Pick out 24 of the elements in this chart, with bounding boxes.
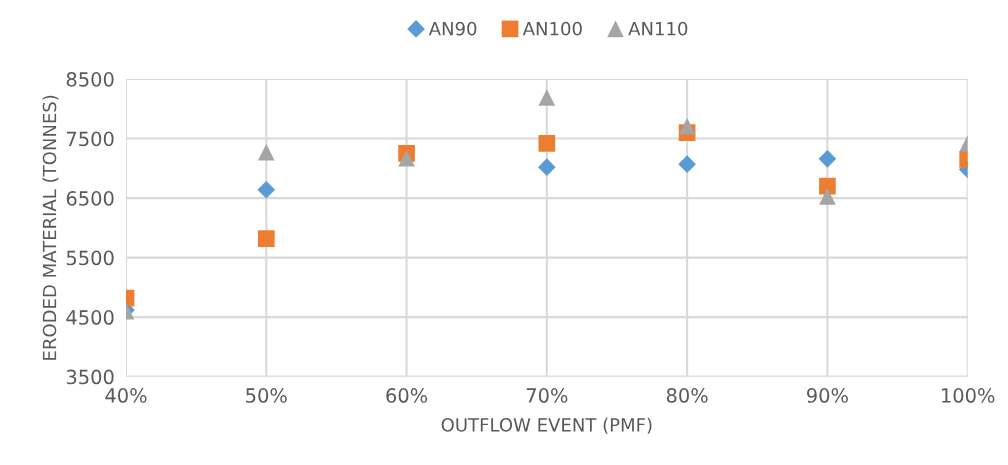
- y-axis-title: ERODED MATERIAL (TONNES): [42, 95, 59, 360]
- x-axis-title: OUTFLOW EVENT (PMF): [441, 417, 652, 434]
- legend-label: AN100: [522, 21, 582, 36]
- x-tick-label: 70%: [526, 388, 568, 403]
- point: [538, 158, 556, 176]
- y-tick-label: 5500: [66, 250, 114, 266]
- x-tick-label: 40%: [105, 388, 147, 403]
- x-tick-label: 100%: [942, 388, 995, 403]
- point: [538, 135, 556, 152]
- point: [398, 149, 415, 167]
- point: [678, 117, 696, 135]
- y-tick-label: 8500: [66, 72, 114, 87]
- y-tick-label: 3500: [66, 369, 114, 385]
- point: [678, 155, 696, 173]
- legend-label: AN110: [628, 21, 688, 36]
- y-tick-label: 4500: [66, 310, 114, 325]
- x-tick-label: 60%: [386, 388, 428, 403]
- x-tick-label: 90%: [807, 388, 848, 403]
- x-tick-label: 50%: [246, 388, 287, 403]
- y-tick-label: 7500: [67, 131, 114, 147]
- x-tick-label: 80%: [666, 388, 708, 403]
- point: [538, 89, 556, 106]
- legend-label: AN90: [428, 21, 477, 36]
- y-tick-label: 6500: [66, 191, 114, 206]
